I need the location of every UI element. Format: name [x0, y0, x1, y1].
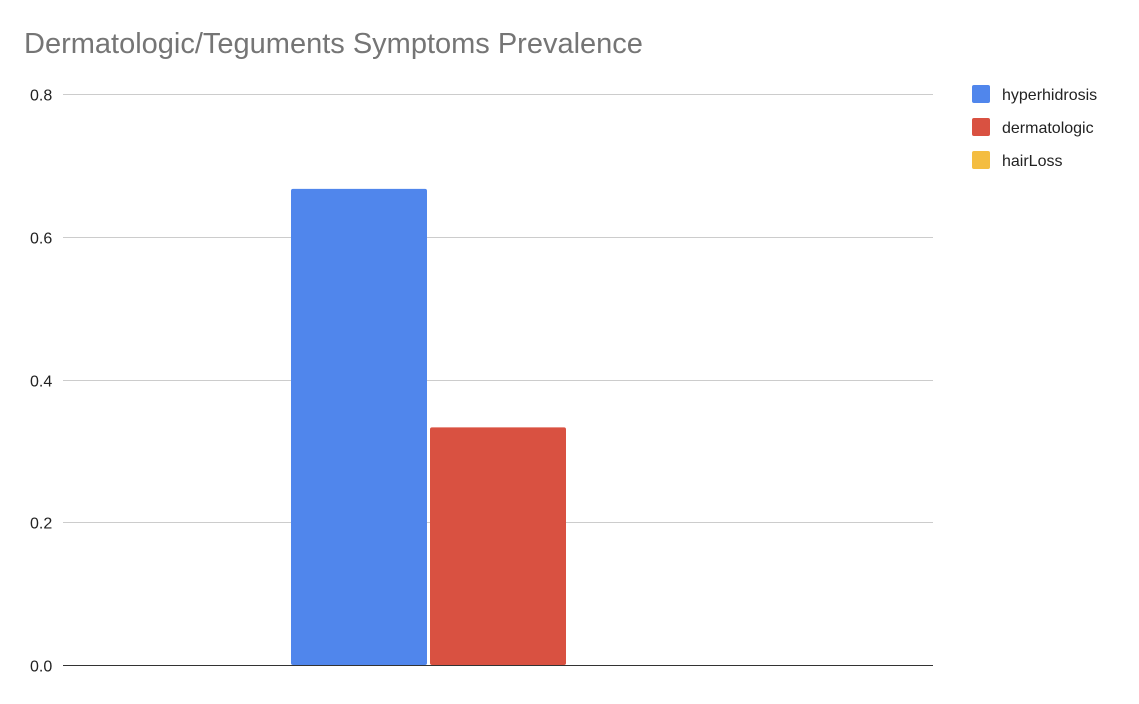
bar-dermatologic	[430, 427, 566, 665]
chart-title: Dermatologic/Teguments Symptoms Prevalen…	[24, 28, 643, 60]
legend-label: hairLoss	[1002, 153, 1062, 170]
y-axis-ticks: 0.0 0.2 0.4 0.6 0.8	[30, 88, 52, 676]
legend-item-dermatologic: dermatologic	[972, 118, 1094, 137]
y-tick-label: 0.4	[30, 374, 52, 391]
y-tick-label: 0.0	[30, 659, 52, 676]
gridlines	[63, 94, 933, 523]
y-tick-label: 0.6	[30, 231, 52, 248]
legend-item-hyperhidrosis: hyperhidrosis	[972, 85, 1097, 104]
legend-label: dermatologic	[1002, 120, 1094, 137]
y-tick-label: 0.8	[30, 88, 52, 105]
legend-swatch	[972, 118, 990, 136]
legend: hyperhidrosis dermatologic hairLoss	[972, 85, 1097, 170]
y-tick-label: 0.2	[30, 516, 52, 533]
bar-hyperhidrosis	[291, 188, 427, 665]
legend-swatch	[972, 151, 990, 169]
bars	[291, 188, 566, 665]
legend-swatch	[972, 85, 990, 103]
legend-label: hyperhidrosis	[1002, 87, 1097, 104]
legend-item-hairLoss: hairLoss	[972, 151, 1062, 170]
